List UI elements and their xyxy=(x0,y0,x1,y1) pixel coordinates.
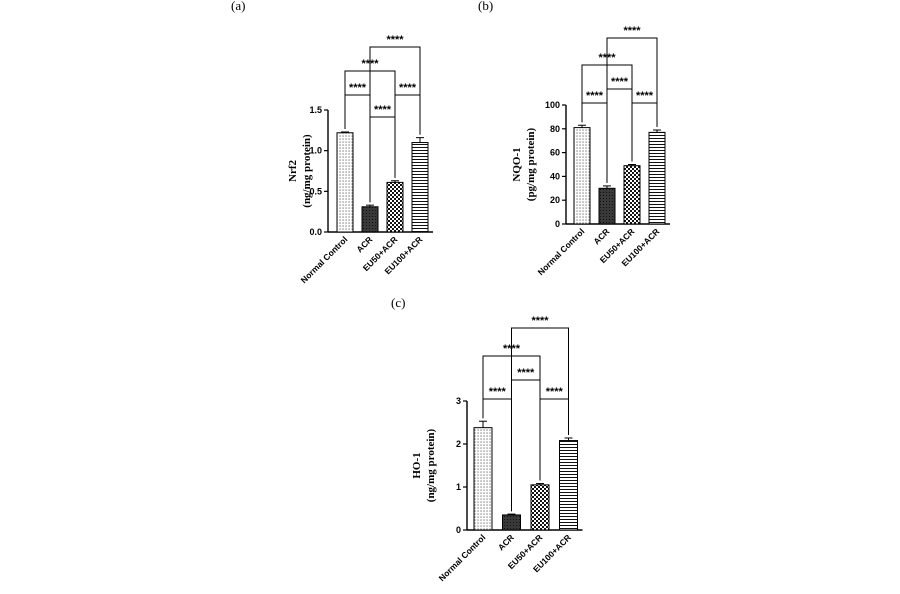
panel-label: (a) xyxy=(231,0,245,13)
significance-label: **** xyxy=(517,367,535,379)
bar xyxy=(361,206,379,233)
bar xyxy=(386,181,404,233)
bar xyxy=(473,427,493,531)
bar xyxy=(502,514,521,531)
bar xyxy=(411,142,429,233)
significance-label: **** xyxy=(623,25,641,37)
y-tick-label: 1.0 xyxy=(309,146,322,156)
panel-label: (b) xyxy=(478,0,493,13)
panel-c-chart: (c) HO-1 (ng/mg protein) 0 1 2 3 Normal Control… xyxy=(391,295,583,583)
y-tick-label: 20 xyxy=(550,195,560,205)
y-tick-label: 80 xyxy=(550,124,560,134)
significance-label: **** xyxy=(531,315,549,327)
panel-b-chart: (b) NQO-1 (pg/mg protein) 0 20 40 60 80 100 Norma… xyxy=(478,0,670,277)
y-axis-label: NQO-1 (pg/mg protein) xyxy=(511,127,537,201)
significance-label: **** xyxy=(374,104,392,116)
y-tick-label: 0 xyxy=(555,219,560,229)
panel-a-chart: (a) Nrf2 (ng/mg protein) 0.0 0.5 1.0 1.5 Normal… xyxy=(231,0,433,285)
significance-label: **** xyxy=(546,386,564,398)
significance-label: **** xyxy=(399,82,417,94)
y-axis-label: HO-1 (ng/mg protein) xyxy=(411,428,437,502)
bar xyxy=(573,127,591,225)
significance-label: **** xyxy=(636,90,654,102)
y-tick-label: 0.0 xyxy=(309,227,322,237)
significance-label: **** xyxy=(489,386,507,398)
y-axis-label-main: NQO-1 xyxy=(511,147,523,181)
bar xyxy=(559,440,578,531)
y-tick-label: 0 xyxy=(456,525,461,535)
y-axis-label-unit: (ng/mg protein) xyxy=(301,134,313,208)
panel-label: (c) xyxy=(391,295,405,310)
significance-bracket xyxy=(606,37,658,183)
category-label: Normal Control xyxy=(299,234,350,285)
y-tick-label: 40 xyxy=(550,171,560,181)
bar xyxy=(598,187,616,225)
bar xyxy=(530,484,550,531)
y-tick-label: 3 xyxy=(456,396,461,406)
y-axis-label-main: HO-1 xyxy=(411,452,423,478)
bar xyxy=(648,131,666,225)
bar xyxy=(623,165,641,225)
y-tick-label: 1.5 xyxy=(309,105,322,115)
significance-label: **** xyxy=(349,82,367,94)
y-tick-label: 1 xyxy=(456,482,461,492)
y-axis-label-unit: (ng/mg protein) xyxy=(425,428,437,502)
y-tick-label: 100 xyxy=(545,100,560,110)
y-axis-label: Nrf2 (ng/mg protein) xyxy=(287,134,313,208)
y-axis-label-main: Nrf2 xyxy=(287,160,299,182)
bar xyxy=(336,132,354,233)
category-label: ACR xyxy=(354,234,374,254)
category-label: Normal Control xyxy=(437,532,488,583)
y-axis-label-unit: (pg/mg protein) xyxy=(525,127,537,201)
significance-label: **** xyxy=(586,90,604,102)
y-tick-label: 2 xyxy=(456,439,461,449)
category-label: ACR xyxy=(496,532,516,552)
significance-label: **** xyxy=(611,76,629,88)
significance-bracket xyxy=(369,46,421,203)
category-label: Normal Control xyxy=(536,226,587,277)
category-label: ACR xyxy=(591,226,611,246)
significance-bracket xyxy=(511,327,569,512)
significance-label: **** xyxy=(386,34,404,46)
y-tick-label: 0.5 xyxy=(309,186,322,196)
y-tick-label: 60 xyxy=(550,148,560,158)
